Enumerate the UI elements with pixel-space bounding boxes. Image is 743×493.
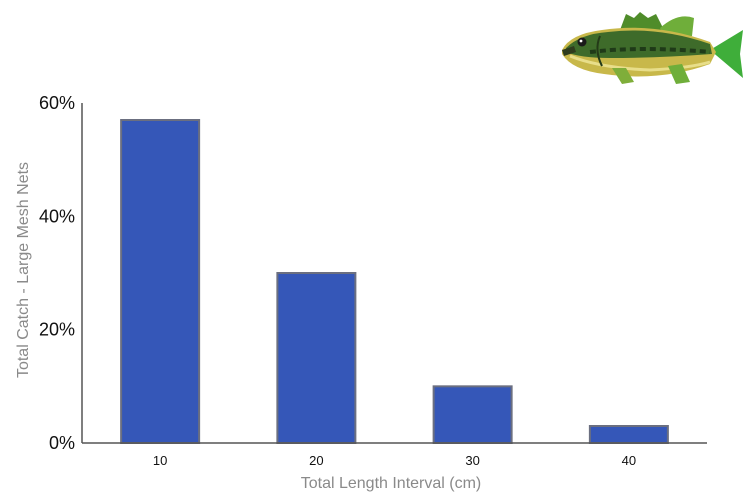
plot-area: 0% 20% 40% 60% 10 20 30 40 bbox=[39, 93, 669, 468]
x-axis-label: Total Length Interval (cm) bbox=[301, 475, 482, 492]
y-axis-label: Total Catch - Large Mesh Nets bbox=[15, 162, 32, 378]
bar bbox=[588, 425, 669, 444]
bar bbox=[432, 385, 513, 445]
x-tick-label: 20 bbox=[309, 453, 323, 468]
x-tick-label: 40 bbox=[622, 453, 636, 468]
y-tick-label: 20% bbox=[39, 320, 75, 340]
y-tick-label: 0% bbox=[49, 433, 75, 453]
largemouth-bass-fish-icon bbox=[562, 12, 743, 84]
bar bbox=[120, 119, 201, 444]
y-tick-label: 40% bbox=[39, 206, 75, 226]
x-tick-label: 30 bbox=[465, 453, 479, 468]
bar bbox=[276, 272, 357, 444]
x-tick-label: 10 bbox=[153, 453, 167, 468]
y-tick-label: 60% bbox=[39, 93, 75, 113]
